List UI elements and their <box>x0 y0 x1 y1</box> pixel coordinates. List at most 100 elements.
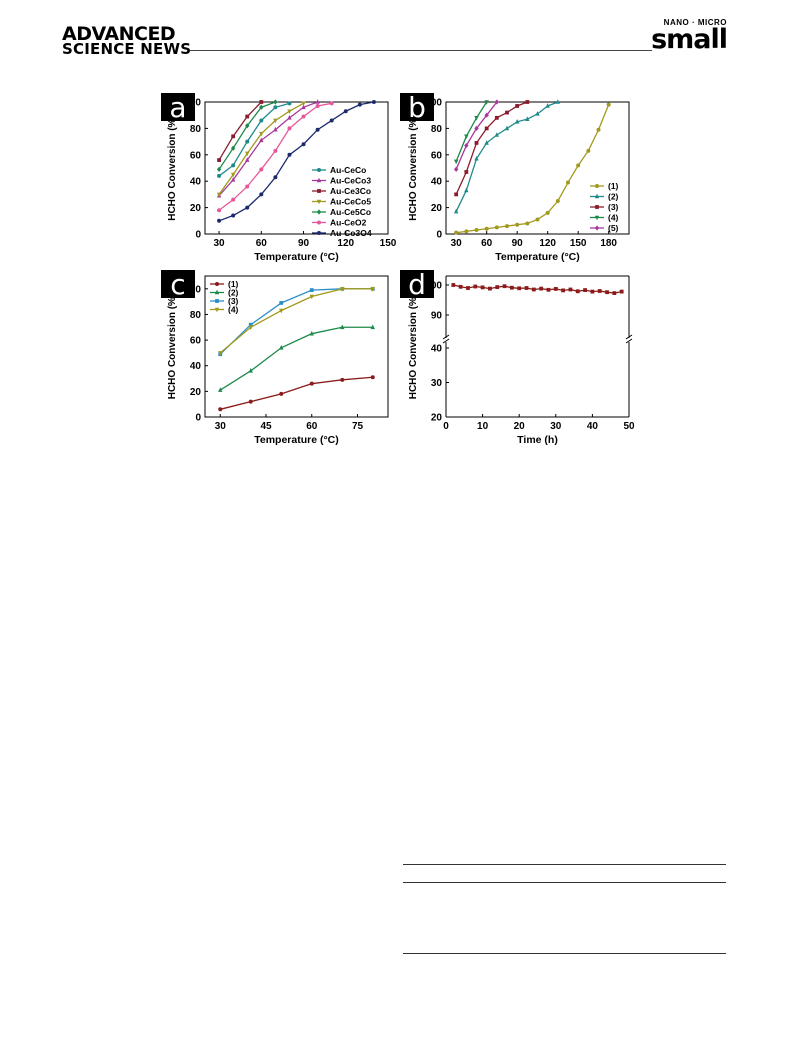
data-point <box>273 148 278 153</box>
data-point <box>454 192 459 197</box>
data-point <box>218 351 223 356</box>
legend-marker <box>316 199 322 205</box>
x-axis-label: Temperature (°C) <box>495 251 580 263</box>
y-tick-label: 90 <box>431 311 443 322</box>
legend-entry: (4) <box>228 305 239 315</box>
data-point <box>340 324 345 330</box>
data-point <box>245 123 250 129</box>
panel-label-text: b <box>408 91 426 124</box>
table-rule-middle <box>403 882 726 883</box>
data-point <box>245 151 250 157</box>
legend-marker <box>214 307 220 313</box>
series-Au-CeCo5 <box>216 101 306 198</box>
data-point <box>248 322 253 327</box>
data-point <box>371 100 376 104</box>
data-point <box>309 294 314 300</box>
legend-entry: Au-CeCo5 <box>330 197 371 207</box>
data-point <box>466 286 470 290</box>
y-tick-label: 0 <box>195 413 201 424</box>
data-point <box>576 163 581 168</box>
y-axis-label: HCHO Conversion (%) <box>408 294 419 400</box>
x-tick-label: 90 <box>512 238 524 249</box>
legend-marker <box>215 299 219 303</box>
data-point <box>357 102 362 107</box>
series-line <box>219 326 373 391</box>
series-Au-Co3O4 <box>217 100 376 223</box>
x-axis-label: Temperature (°C) <box>254 251 339 263</box>
y-axis-label: HCHO Conversion (%) <box>167 294 178 400</box>
legend-entry: Au-Ce3Co <box>330 186 371 196</box>
data-point <box>370 287 375 292</box>
data-point <box>218 407 223 412</box>
y-tick-label: 20 <box>431 413 443 424</box>
panel-label-bg <box>400 93 434 121</box>
series-(4) <box>453 100 489 165</box>
legend-marker <box>317 168 321 172</box>
x-tick-label: 30 <box>550 421 562 432</box>
data-point <box>245 184 250 189</box>
brand-line-2: SCIENCE NEWS <box>62 40 192 59</box>
x-tick-label: 30 <box>214 238 226 249</box>
y-tick-label: 40 <box>190 177 202 188</box>
data-point <box>494 225 499 230</box>
data-point <box>453 208 459 214</box>
axis-break-mark <box>442 338 450 344</box>
series-line <box>218 101 375 222</box>
y-tick-label: 0 <box>195 230 201 241</box>
data-point <box>464 134 469 140</box>
table-rule-top <box>403 864 726 865</box>
table-rule-bottom <box>403 953 726 954</box>
series-line <box>220 376 373 410</box>
data-point <box>273 118 278 124</box>
data-point <box>218 387 223 392</box>
x-axis-label: Temperature (°C) <box>254 434 339 446</box>
data-point <box>301 114 306 119</box>
series-(3) <box>218 286 375 357</box>
journal-tagline: NANO · MICRO <box>663 18 727 27</box>
x-tick-label: 150 <box>570 238 587 249</box>
data-point <box>464 170 469 174</box>
data-point <box>340 377 345 382</box>
data-point <box>583 288 587 292</box>
x-tick-label: 150 <box>380 238 397 249</box>
x-tick-label: 10 <box>477 421 489 432</box>
data-point <box>301 142 306 147</box>
data-point <box>279 391 284 396</box>
data-point <box>217 173 222 178</box>
data-point <box>216 166 222 172</box>
x-tick-label: 30 <box>451 238 463 249</box>
data-point <box>279 301 284 305</box>
data-point <box>484 112 489 118</box>
legend-marker <box>594 215 600 221</box>
x-tick-label: 20 <box>514 421 526 432</box>
series-line <box>453 284 622 294</box>
panel-label-b: b <box>400 91 434 124</box>
chart-panel-d: 0102030405090100203040Time (h)HCHO Conve… <box>408 275 635 446</box>
data-point <box>464 142 469 149</box>
x-tick-label: 40 <box>587 421 599 432</box>
panel-label-d: d <box>400 268 434 301</box>
data-point <box>524 286 529 290</box>
data-point <box>287 101 292 106</box>
axis-break-mark <box>625 338 633 344</box>
data-point <box>464 229 469 234</box>
data-point <box>245 205 250 210</box>
chart-panel-a: 306090120150020406080100Temperature (°C)… <box>167 98 397 264</box>
data-point <box>245 139 250 144</box>
data-point <box>509 285 514 290</box>
y-tick-label: 40 <box>431 344 443 355</box>
data-point <box>555 99 561 104</box>
data-point <box>474 155 479 161</box>
legend-entry: (1) <box>608 181 619 191</box>
y-tick-label: 20 <box>190 387 202 398</box>
data-point <box>484 126 489 131</box>
data-point <box>217 218 222 223</box>
data-point <box>248 325 253 331</box>
data-point <box>248 399 253 404</box>
legend-marker <box>595 205 599 209</box>
data-point <box>504 125 510 131</box>
y-tick-label: 30 <box>431 378 443 389</box>
data-point <box>464 187 469 193</box>
data-point <box>502 284 507 289</box>
data-point <box>545 103 550 108</box>
